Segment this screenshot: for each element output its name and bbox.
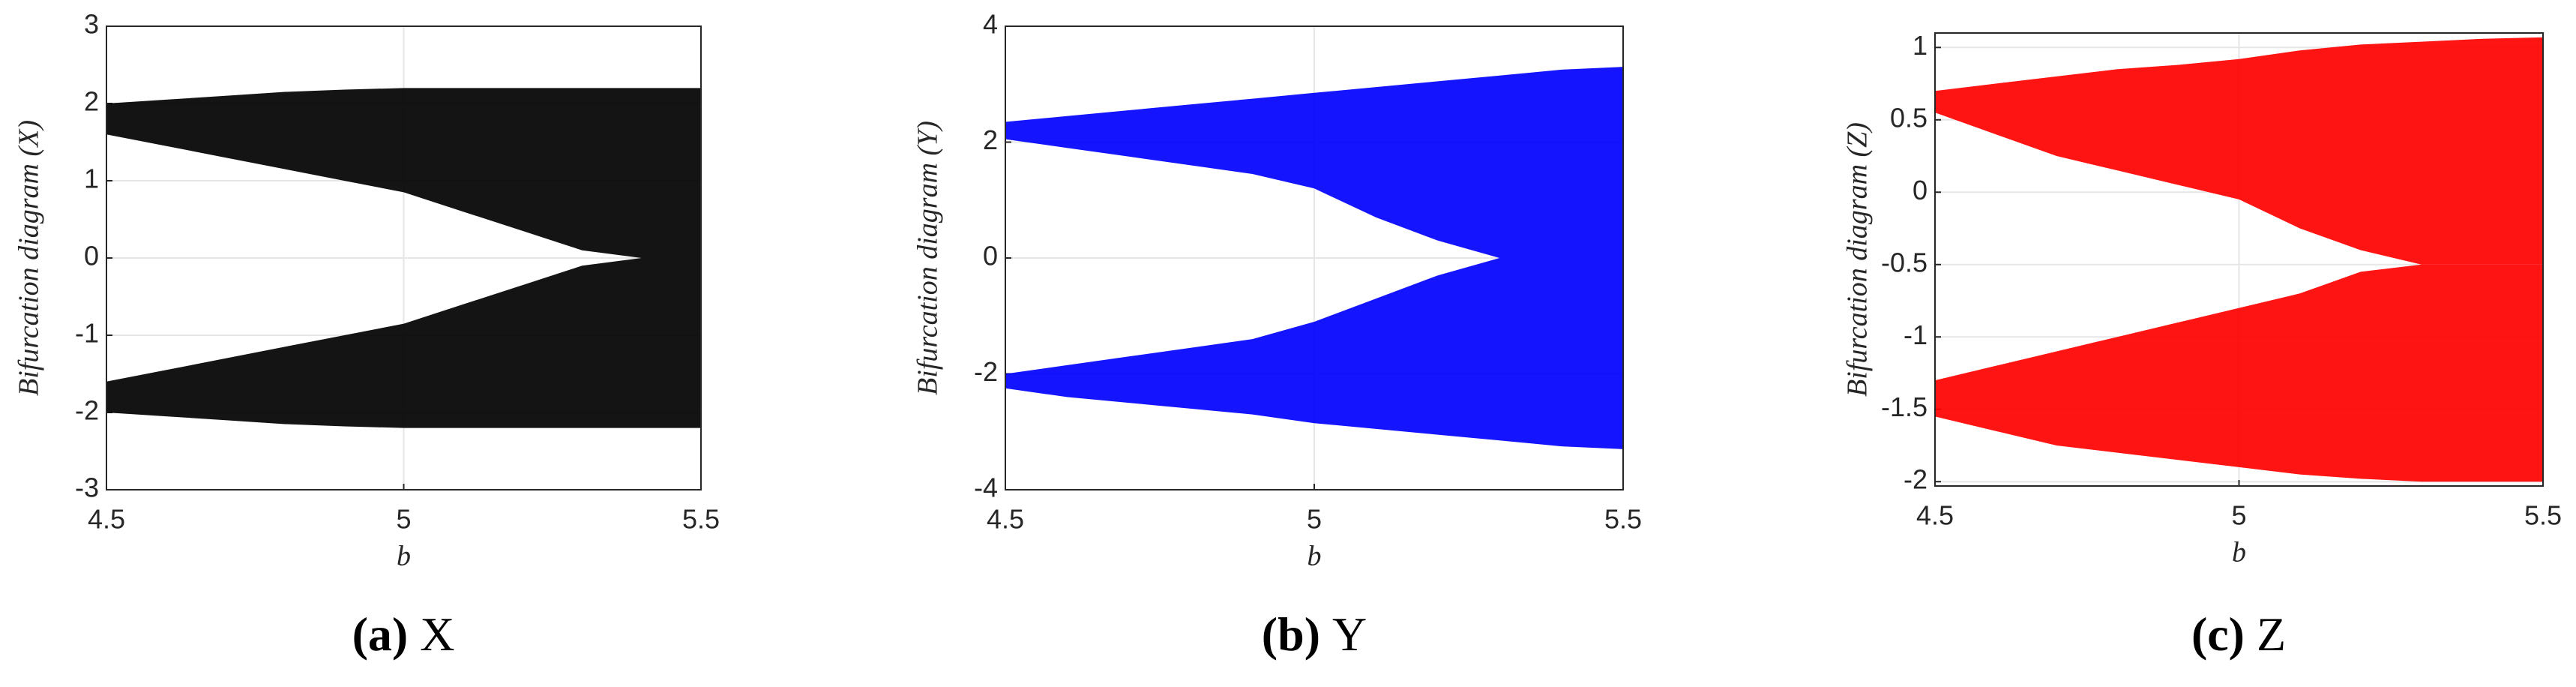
x-axis-label: b (397, 541, 411, 572)
x-tick-label: 5 (396, 504, 411, 535)
axes-box (1934, 32, 2544, 487)
y-tick-label: -3 (75, 472, 99, 503)
y-tick-label: 4 (983, 9, 998, 40)
caption-text: X (420, 608, 454, 661)
y-axis-label: Bifurcation diagram (X) (13, 120, 45, 396)
x-tick-label: 5.5 (2524, 500, 2562, 531)
x-tick-label: 5 (1307, 504, 1322, 535)
bifurcation-band (1935, 264, 2543, 482)
caption-label: (a) (352, 608, 409, 661)
x-axis-label: b (2232, 537, 2246, 568)
caption-label: (b) (1262, 608, 1320, 661)
y-tick-label: -1.5 (1881, 392, 1928, 422)
y-tick-label: 0.5 (1890, 102, 1928, 133)
y-tick-label: -2 (1904, 464, 1928, 495)
caption: (c) Z (2191, 608, 2286, 661)
y-tick-label: -4 (974, 472, 998, 503)
y-tick-label: 2 (84, 86, 99, 117)
panel: -3 -2 -1 0 1 2 3 4.5 5 5.5 b Bifurcation diagram (X… (13, 9, 720, 661)
y-tick-label: 3 (84, 9, 99, 40)
x-axis-label: b (1307, 541, 1322, 572)
y-tick-label: -0.5 (1881, 247, 1928, 278)
y-axis-label: Bifurcation diagram (Y) (912, 121, 944, 395)
y-tick-label: -2 (75, 395, 99, 426)
x-tick-label: 5.5 (682, 504, 720, 535)
y-tick-label: 0 (84, 241, 99, 272)
y-tick-label: 1 (1913, 30, 1928, 61)
y-tick-label: -1 (75, 318, 99, 349)
bifurcation-band (1005, 67, 1623, 258)
y-tick-label: -2 (974, 356, 998, 387)
y-tick-label: 1 (84, 164, 99, 194)
x-tick-label: 5 (2231, 500, 2246, 531)
y-tick-label: 0 (983, 241, 998, 272)
caption: (a) X (352, 608, 455, 661)
y-axis-label: Bifurcation diagram (Z) (1842, 122, 1874, 397)
y-tick-label: 2 (983, 124, 998, 155)
caption-label: (c) (2191, 608, 2245, 661)
caption: (b) Y (1262, 608, 1367, 661)
bifurcation-band (106, 88, 701, 259)
bifurcation-band (106, 258, 701, 428)
y-tick-label: 0 (1913, 175, 1928, 206)
y-tick-label: -1 (1904, 320, 1928, 350)
axes-box (106, 26, 702, 490)
x-tick-label: 5.5 (1604, 504, 1642, 535)
axes-box (1005, 26, 1624, 490)
caption-text: Y (1332, 608, 1367, 661)
panel: -2 -1.5 -1 -0.5 0 0.5 1 4.5 5 5.5 b Bifurcation dia… (1842, 30, 2562, 661)
x-tick-label: 4.5 (987, 504, 1024, 535)
bifurcation-band (1005, 258, 1623, 449)
x-tick-label: 4.5 (88, 504, 125, 535)
bifurcation-band (1935, 37, 2543, 265)
x-tick-label: 4.5 (1916, 500, 1954, 531)
caption-text: Z (2257, 608, 2286, 661)
panel: -4 -2 0 2 4 4.5 5 5.5 b Bifurcation diagram (Y) (b… (912, 9, 1642, 661)
